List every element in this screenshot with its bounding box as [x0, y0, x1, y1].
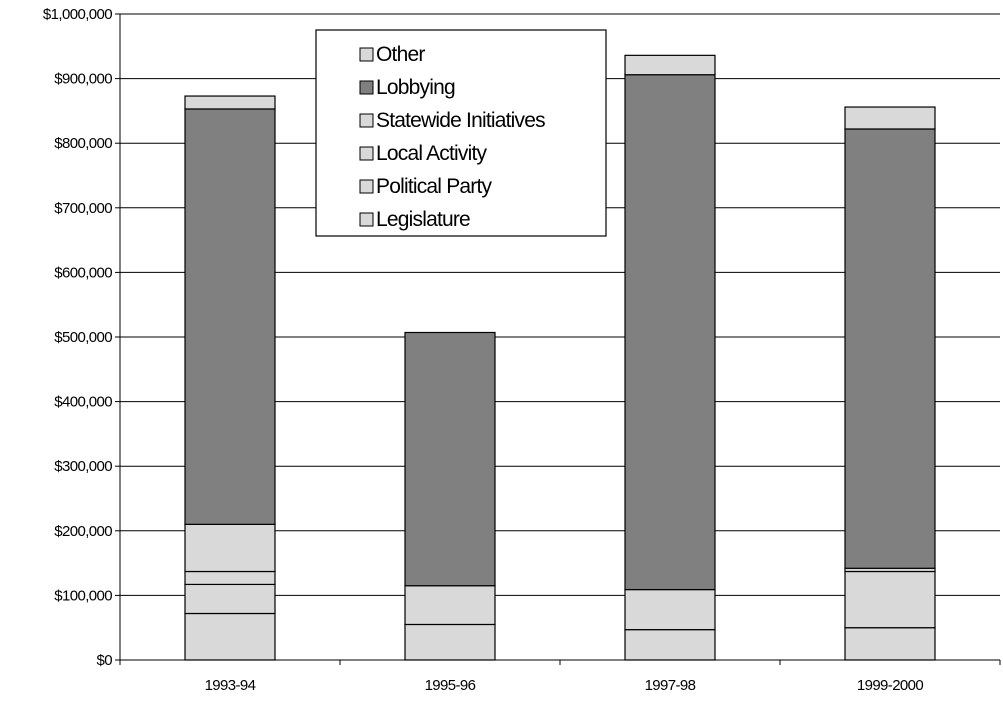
bar-segment-legislature — [184, 612, 276, 661]
bar-segment-other — [844, 106, 936, 130]
x-tick-label: 1997-98 — [645, 677, 696, 694]
legend-label: Lobbying — [376, 76, 455, 99]
bar-segment-local-activity — [844, 570, 936, 629]
legend-swatch — [359, 179, 374, 194]
y-tick-label: $700,000 — [54, 200, 112, 217]
bar-segment-lobbying — [624, 74, 716, 591]
bar-segment-local-activity — [624, 588, 716, 631]
x-tick-label: 1993-94 — [205, 677, 256, 694]
bar-segment-political-party — [184, 583, 276, 615]
bar-segment-lobbying — [844, 128, 936, 569]
bar-segment-lobbying — [404, 331, 496, 587]
y-tick-label: $400,000 — [54, 394, 112, 411]
bar-segment-local-activity — [404, 585, 496, 626]
y-tick-label: $100,000 — [54, 587, 112, 604]
legend-label: Local Activity — [376, 142, 487, 165]
legend-label: Political Party — [376, 175, 493, 198]
y-tick-label: $600,000 — [54, 264, 112, 281]
bar-segment-statewide-initiatives — [184, 523, 276, 573]
y-tick-label: $300,000 — [54, 458, 112, 475]
legend-swatch — [359, 146, 374, 161]
y-tick-label: $200,000 — [54, 523, 112, 540]
bar-segment-other — [624, 54, 716, 76]
legend-swatch — [359, 80, 374, 95]
legend-swatch — [359, 113, 374, 128]
legend-label: Statewide Initiatives — [376, 109, 545, 132]
legend-swatch — [359, 47, 374, 62]
legend-label: Other — [376, 43, 425, 66]
bar-segment-lobbying — [184, 108, 276, 525]
legend-swatch — [359, 212, 374, 227]
bar-segment-local-activity — [184, 570, 276, 586]
bars — [184, 54, 936, 661]
bar-segment-legislature — [624, 629, 716, 661]
bar-segment-legislature — [404, 623, 496, 661]
axes: $0 $100,000 $200,000 $300,000 $400,000 $500,0… — [43, 6, 1001, 694]
y-tick-label: $1,000,000 — [43, 6, 112, 23]
y-tick-label: $500,000 — [54, 329, 112, 346]
y-tick-label: $800,000 — [54, 135, 112, 152]
y-tick-label: $900,000 — [54, 71, 112, 88]
bar-segment-other — [184, 95, 276, 110]
legend: Other Lobbying Statewide Initiatives Local … — [315, 29, 607, 237]
legend-box — [315, 29, 607, 237]
legend-label: Legislature — [376, 208, 470, 231]
y-tick-label: $0 — [97, 652, 113, 669]
bar-segment-legislature — [844, 627, 936, 661]
x-tick-label: 1999-2000 — [857, 677, 924, 694]
x-tick-label: 1995-96 — [425, 677, 476, 694]
